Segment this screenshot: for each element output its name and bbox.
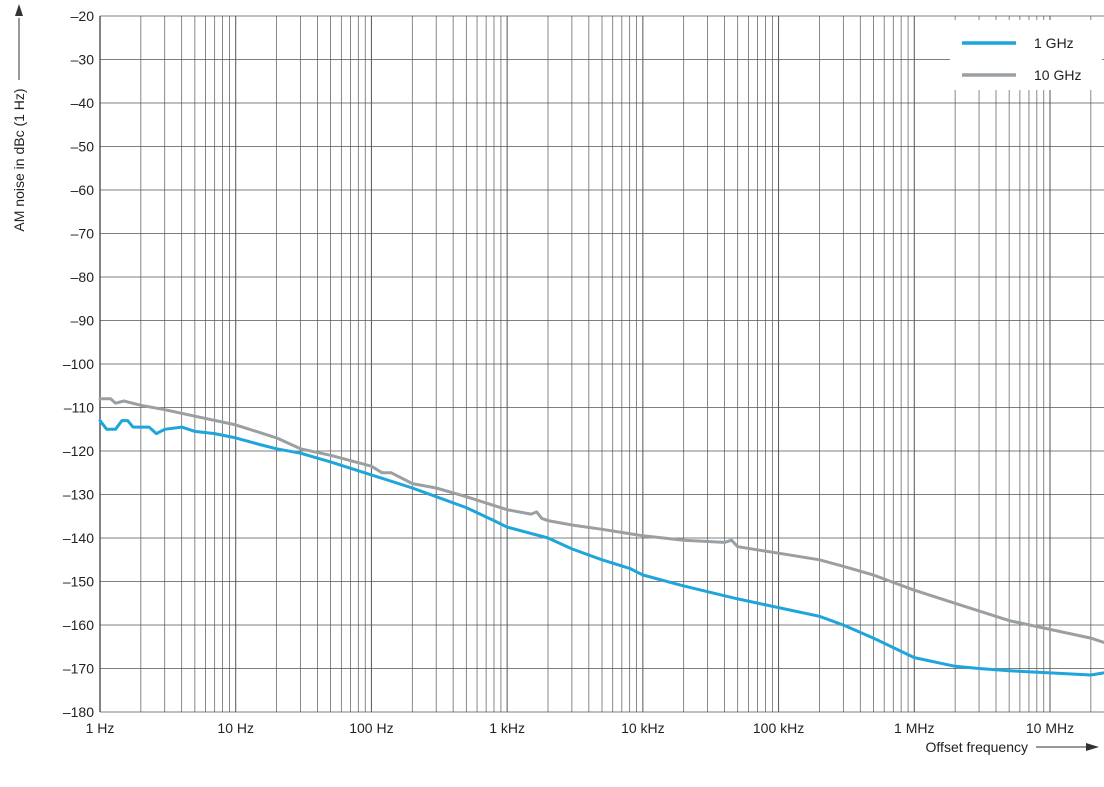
y-tick-label: –140 <box>63 530 94 546</box>
y-tick-label: –160 <box>63 617 94 633</box>
y-tick-label: –170 <box>63 661 94 677</box>
grid <box>99 15 1104 713</box>
y-tick-label: –120 <box>63 443 94 459</box>
x-axis-arrow-head <box>1086 743 1099 751</box>
x-tick-label: 100 Hz <box>349 720 393 736</box>
legend: 1 GHz 10 GHz <box>950 20 1102 90</box>
legend-background <box>950 20 1102 90</box>
y-tick-label: –90 <box>71 313 95 329</box>
y-tick-label: –40 <box>71 95 95 111</box>
axis-titles: AM noise in dBc (1 Hz) Offset frequency <box>11 4 1099 755</box>
x-axis-title: Offset frequency <box>926 739 1028 755</box>
y-tick-label: –60 <box>71 182 95 198</box>
y-axis-arrow-head <box>15 4 23 16</box>
x-tick-label: 10 Hz <box>217 720 254 736</box>
y-tick-label: –110 <box>64 400 94 416</box>
series-layer <box>98 397 1104 677</box>
y-tick-label: –180 <box>63 704 94 720</box>
y-tick-label: –150 <box>63 574 94 590</box>
x-tick-label: 1 Hz <box>86 720 115 736</box>
y-tick-label: –80 <box>71 269 95 285</box>
x-tick-labels: 1 Hz 10 Hz 100 Hz 1 kHz 10 kHz 100 kHz 1 MHz 10… <box>86 720 1075 736</box>
y-tick-label: –50 <box>71 139 95 155</box>
y-tick-labels: –20 –30 –40 –50 –60 –70 –80 –90 –100 –110 –120 –130… <box>63 8 94 720</box>
y-tick-label: –100 <box>63 356 94 372</box>
y-tick-label: –130 <box>63 487 94 503</box>
x-tick-label: 100 kHz <box>753 720 804 736</box>
y-tick-label: –30 <box>71 52 95 68</box>
y-axis-title: AM noise in dBc (1 Hz) <box>11 88 27 231</box>
series-line-10ghz <box>98 397 1104 644</box>
y-tick-label: –20 <box>71 8 95 24</box>
x-tick-label: 1 kHz <box>489 720 525 736</box>
legend-label-10ghz: 10 GHz <box>1034 67 1081 83</box>
x-tick-label: 1 MHz <box>894 720 934 736</box>
x-tick-label: 10 kHz <box>621 720 665 736</box>
y-tick-label: –70 <box>71 226 95 242</box>
legend-label-1ghz: 1 GHz <box>1034 35 1074 51</box>
x-tick-label: 10 MHz <box>1026 720 1074 736</box>
series-line-1ghz <box>98 419 1104 677</box>
